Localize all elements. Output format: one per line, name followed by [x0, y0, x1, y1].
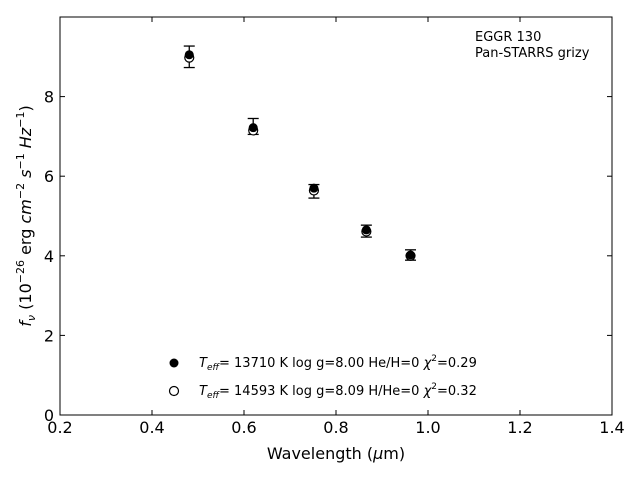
- x-tick-label: 1.4: [599, 418, 624, 437]
- tick-labels-group: 0.2 0.4 0.6 0.8 1.0 1.2 1.4 0 2 4 6 8: [44, 88, 625, 437]
- legend-marker-filled: [169, 358, 179, 368]
- data-point-filled: [406, 250, 416, 260]
- legend: Teff= 13710 K log g=8.00 He/H=0 χ2=0.29 …: [168, 354, 477, 401]
- y-tick-label: 0: [44, 406, 54, 425]
- y-tick-label: 2: [44, 326, 54, 345]
- data-point-filled: [361, 225, 371, 235]
- plot-area: [59, 16, 613, 416]
- y-tick-label: 4: [44, 247, 54, 266]
- x-tick-label: 1.2: [507, 418, 532, 437]
- x-tick-label: 0.4: [139, 418, 164, 437]
- x-tick-label: 0.2: [47, 418, 72, 437]
- y-tick-label: 8: [44, 88, 54, 107]
- legend-marker-open: [168, 385, 180, 397]
- legend-label-da-model: Teff= 13710 K log g=8.00 He/H=0 χ2=0.29: [199, 354, 477, 373]
- data-point-filled: [184, 50, 194, 60]
- y-tick-label: 6: [44, 167, 54, 186]
- data-point-filled: [309, 183, 319, 193]
- x-axis-title: Wavelength (μm): [267, 444, 405, 463]
- x-tick-label: 0.8: [323, 418, 348, 437]
- x-tick-label: 0.6: [231, 418, 256, 437]
- ticks-group: [59, 17, 613, 416]
- x-tick-label: 1.0: [415, 418, 440, 437]
- data-marks-group: [183, 45, 417, 261]
- data-point-filled: [248, 123, 258, 133]
- annotation-line-2: Pan-STARRS grizy: [475, 46, 590, 61]
- legend-label-db-model: Teff= 14593 K log g=8.09 H/He=0 χ2=0.32: [199, 382, 477, 401]
- y-axis-title: fν (10−26 erg cm−2 s−1 Hz−1): [14, 105, 38, 326]
- annotation-line-1: EGGR 130: [475, 30, 541, 45]
